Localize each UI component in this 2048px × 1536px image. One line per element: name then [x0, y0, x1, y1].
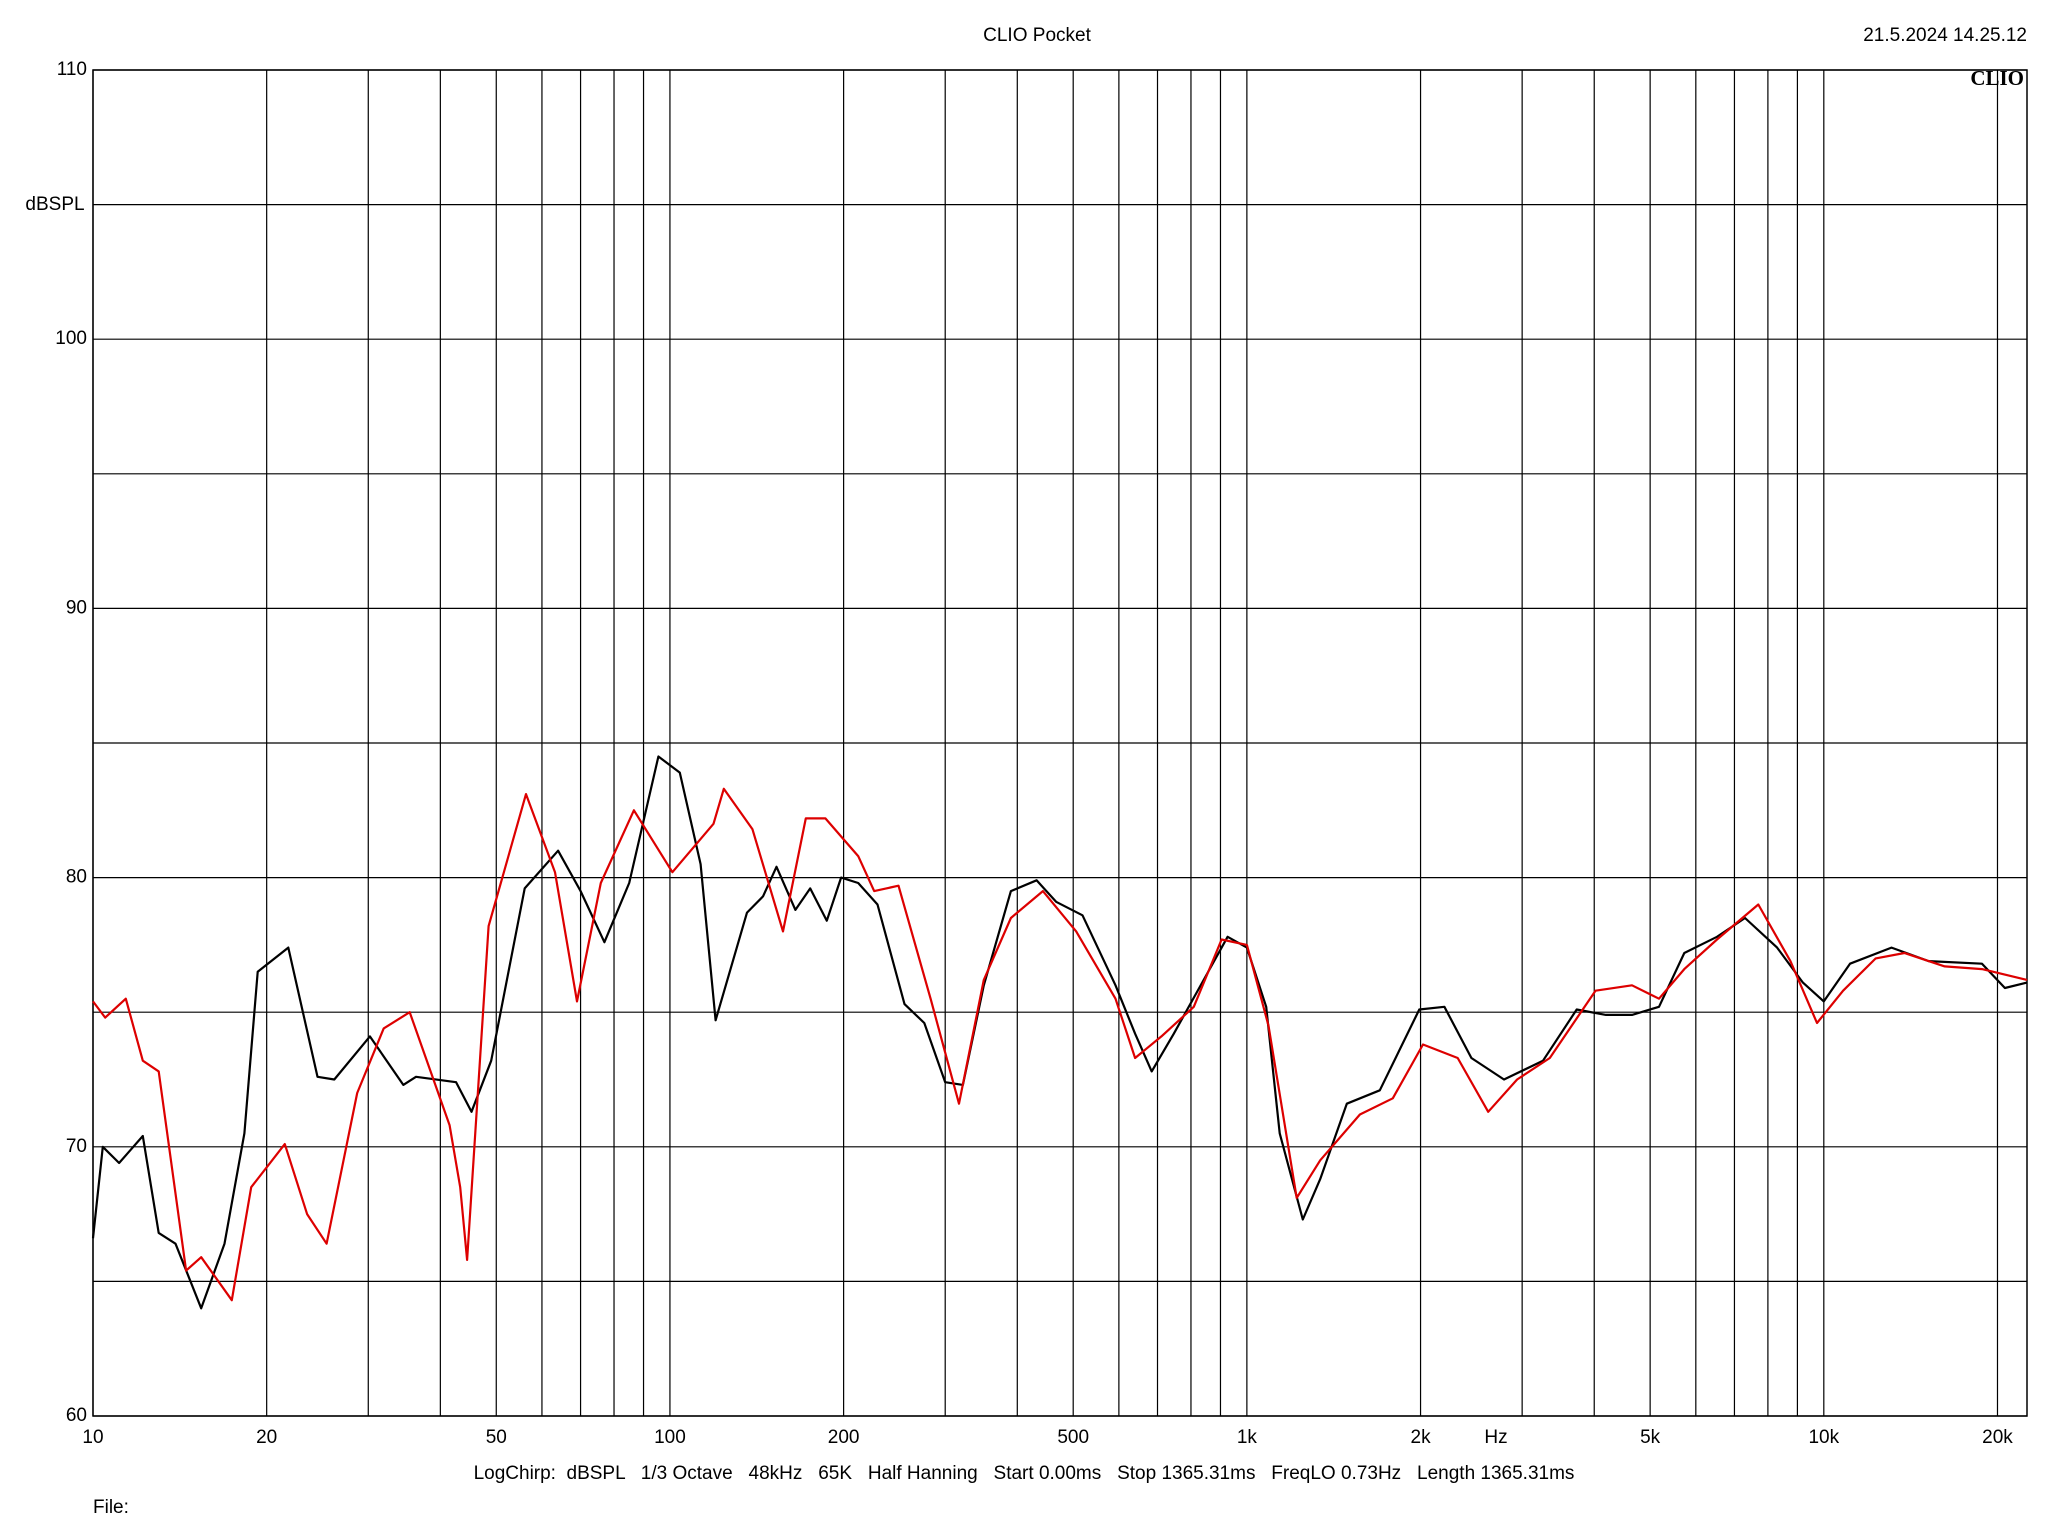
- y-tick-label: 60: [66, 1405, 87, 1426]
- x-tick-label: 2k: [1411, 1427, 1432, 1448]
- x-axis-label: Hz: [1484, 1427, 1507, 1448]
- series-line: [92, 787, 2028, 1302]
- footer: LogChirp: dBSPL 1/3 Octave 48kHz 65K Hal…: [474, 1463, 1575, 1484]
- y-tick-label: 80: [66, 867, 87, 888]
- x-tick-label: 1k: [1237, 1427, 1258, 1448]
- y-tick-label: 90: [66, 597, 87, 618]
- file-label: File:: [93, 1497, 129, 1518]
- x-tick-label: 20k: [1982, 1427, 2013, 1448]
- x-tick-label: 20: [256, 1427, 277, 1448]
- date: 21.5.2024 14.25.12: [1863, 25, 2027, 46]
- x-tick-label: 5k: [1640, 1427, 1661, 1448]
- x-tick-label: 10: [82, 1427, 103, 1448]
- x-tick-label: 50: [486, 1427, 507, 1448]
- plot-frame: [92, 69, 2028, 1417]
- y-tick-label: 100: [55, 328, 87, 349]
- y-axis-label: dBSPL: [25, 194, 84, 215]
- x-tick-label: 200: [828, 1427, 860, 1448]
- x-tick-label: 10k: [1808, 1427, 1839, 1448]
- x-tick-label: 500: [1057, 1427, 1089, 1448]
- chart-title: CLIO Pocket: [983, 25, 1091, 46]
- y-tick-label: 70: [66, 1136, 87, 1157]
- y-tick-label: 110: [57, 59, 87, 80]
- x-tick-label: 100: [654, 1427, 686, 1448]
